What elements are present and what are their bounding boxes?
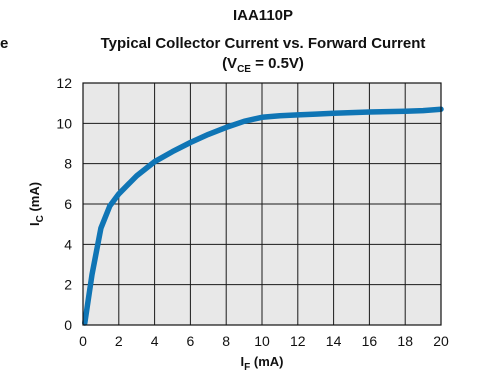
x-tick-label: 16 xyxy=(362,333,378,349)
x-tick-labels: 0 2 4 6 8 10 12 14 16 18 20 xyxy=(79,333,449,349)
y-tick-label: 4 xyxy=(64,236,72,252)
x-tick-label: 14 xyxy=(326,333,342,349)
x-tick-label: 20 xyxy=(433,333,449,349)
y-tick-labels: 0 2 4 6 8 10 12 xyxy=(56,75,72,333)
y-axis-label: IC (mA) xyxy=(27,182,46,226)
plot-frame xyxy=(82,82,442,326)
x-tick-label: 10 xyxy=(254,333,270,349)
chart-condition: (VCE = 0.5V) xyxy=(222,55,304,75)
y-tick-label: 2 xyxy=(64,277,72,293)
x-tick-label: 12 xyxy=(290,333,306,349)
x-tick-label: 0 xyxy=(79,333,87,349)
x-tick-label: 2 xyxy=(115,333,123,349)
y-tick-label: 6 xyxy=(64,196,72,212)
x-tick-label: 8 xyxy=(222,333,230,349)
y-tick-label: 8 xyxy=(64,156,72,172)
chart-title: IAA110P xyxy=(233,7,293,24)
series-line xyxy=(82,106,444,326)
edge-fragment: e xyxy=(0,35,8,52)
series-layer xyxy=(82,106,444,326)
x-tick-label: 4 xyxy=(151,333,159,349)
x-tick-label: 18 xyxy=(397,333,413,349)
x-tick-label: 6 xyxy=(187,333,195,349)
x-axis-label: IF (mA) xyxy=(241,354,284,373)
y-tick-label: 0 xyxy=(64,317,72,333)
y-tick-label: 12 xyxy=(56,75,72,91)
y-tick-label: 10 xyxy=(56,115,72,131)
chart-subtitle: Typical Collector Current vs. Forward Cu… xyxy=(101,35,426,52)
